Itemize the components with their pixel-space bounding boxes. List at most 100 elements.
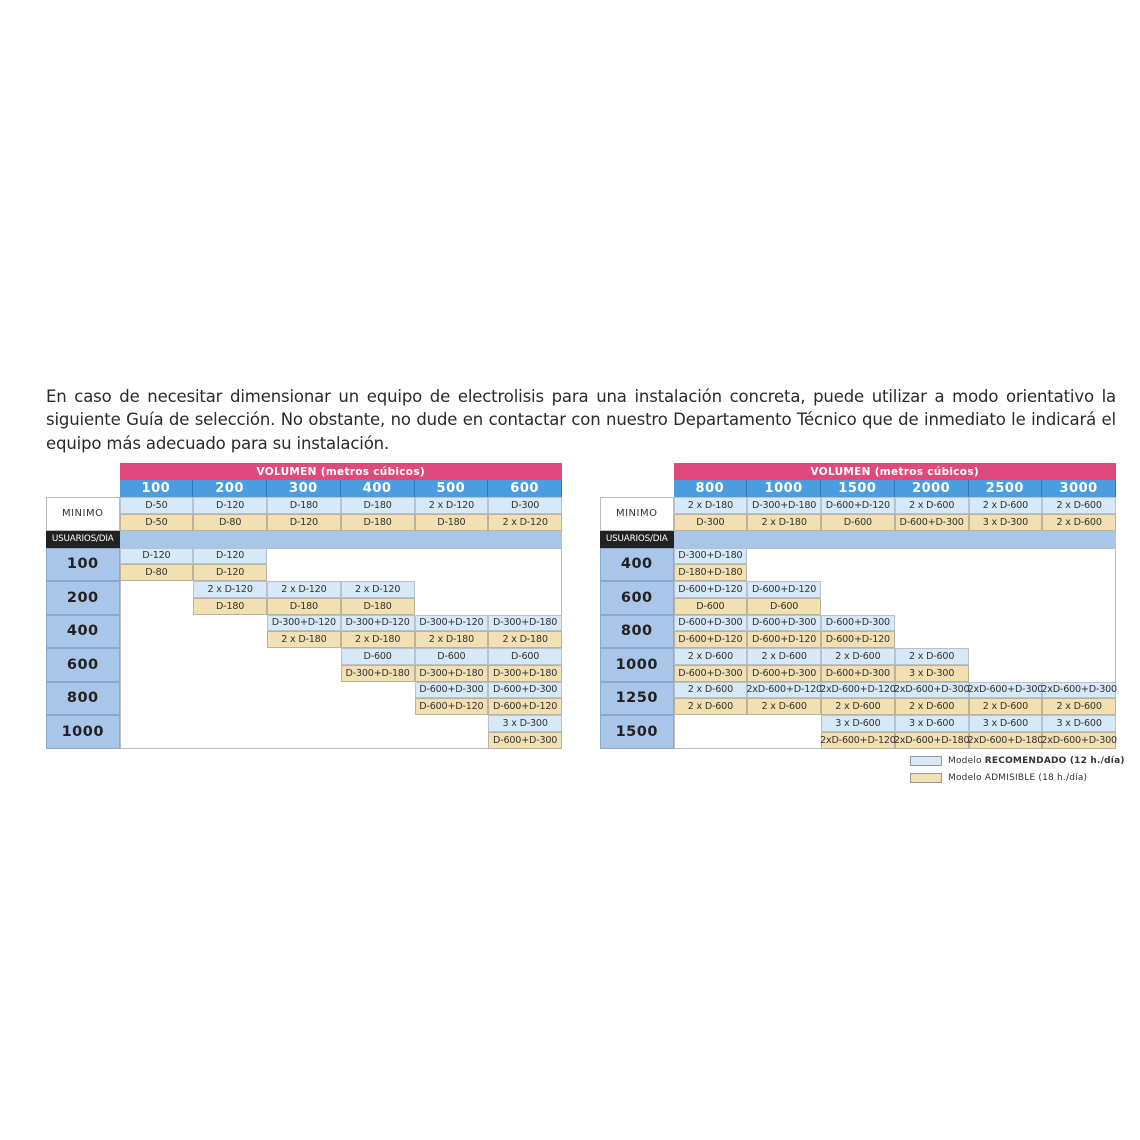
- admisible-cell: D-180+D-180: [673, 564, 748, 581]
- admisible-cell: 2 x D-600: [673, 698, 748, 715]
- column-header-100: 100: [119, 480, 194, 497]
- minimo-recomendado-cell: 2 x D-180: [673, 497, 748, 514]
- selection-table-large-volumes: VOLUMEN (metros cúbicos) 800 1000 1500 2000 2…: [600, 463, 1117, 749]
- admisible-cell: D-600+D-120: [747, 631, 821, 648]
- recomendado-cell: 2xD-600+D-300: [1041, 681, 1117, 699]
- legend-admisible: Modelo ADMISIBLE (18 h./día): [910, 773, 1087, 783]
- recomendado-cell: 3 x D-300: [488, 715, 562, 732]
- recomendado-cell: D-300+D-120: [340, 614, 415, 632]
- admisible-cell: 2 x D-600: [968, 698, 1043, 715]
- recomendado-cell: D-300+D-120: [267, 614, 341, 632]
- row-label-800: 800: [46, 681, 120, 715]
- admisible-cell: 2xD-600+D-120: [820, 731, 896, 749]
- recomendado-cell: D-300+D-180: [673, 547, 748, 565]
- minimo-recomendado-cell: D-120: [193, 497, 267, 514]
- admisible-cell: D-180: [340, 597, 415, 615]
- minimo-admisible-cell: D-120: [267, 513, 341, 531]
- minimo-recomendado-cell: D-50: [119, 497, 194, 514]
- column-header-3000: 3000: [1042, 480, 1116, 497]
- recomendado-cell: 2 x D-600: [894, 648, 969, 665]
- row-label-1000: 1000: [600, 648, 674, 682]
- row-label-1500: 1500: [600, 715, 674, 749]
- column-header-600: 600: [488, 480, 562, 497]
- minimo-recomendado-cell: D-300+D-180: [747, 497, 821, 514]
- recomendado-cell: D-120: [193, 547, 267, 565]
- admisible-cell: 2xD-600+D-300: [1041, 731, 1117, 749]
- recomendado-cell: D-600+D-300: [821, 614, 895, 632]
- column-header-2500: 2500: [968, 480, 1043, 497]
- recomendado-cell: 3 x D-600: [1042, 715, 1116, 732]
- recomendado-cell: D-600+D-300: [488, 681, 562, 699]
- admisible-cell: D-600+D-120: [414, 698, 489, 715]
- column-header-500: 500: [414, 480, 489, 497]
- usuarios-dia-bar: [119, 530, 562, 548]
- minimo-admisible-cell: D-180: [340, 513, 415, 531]
- legend-recomendado-prefix: Modelo: [948, 756, 985, 766]
- admisible-cell: 2 x D-600: [747, 698, 821, 715]
- recomendado-cell: D-600: [414, 648, 489, 665]
- recomendado-cell: D-300+D-120: [414, 614, 489, 632]
- recomendado-cell: D-120: [119, 547, 194, 565]
- recomendado-cell: 2 x D-120: [267, 581, 341, 598]
- recomendado-cell: 2 x D-600: [747, 648, 821, 665]
- legend-recomendado-bold: RECOMENDADO (12 h./día): [984, 756, 1125, 766]
- usuarios-dia-bar: [673, 530, 1116, 548]
- minimo-recomendado-cell: D-600+D-120: [821, 497, 895, 514]
- column-header-1500: 1500: [821, 480, 895, 497]
- admisible-cell: D-300+D-180: [340, 664, 415, 682]
- recomendado-cell: 2 x D-120: [340, 581, 415, 598]
- column-header-300: 300: [267, 480, 341, 497]
- minimo-recomendado-cell: D-180: [267, 497, 341, 514]
- minimo-admisible-cell: D-600+D-300: [894, 513, 969, 531]
- row-label-600: 600: [46, 648, 120, 682]
- column-header-2000: 2000: [894, 480, 969, 497]
- selection-table-small-volumes: VOLUMEN (metros cúbicos) 100 200 300 400 500 6…: [46, 463, 562, 749]
- volume-header: VOLUMEN (metros cúbicos): [119, 463, 562, 480]
- recomendado-cell: D-600+D-300: [747, 614, 821, 632]
- recomendado-cell: D-600+D-300: [414, 681, 489, 699]
- minimo-recomendado-cell: D-300: [488, 497, 562, 514]
- row-label-1250: 1250: [600, 681, 674, 715]
- column-header-800: 800: [673, 480, 748, 497]
- admisible-cell: D-600+D-120: [673, 631, 748, 648]
- volume-header: VOLUMEN (metros cúbicos): [673, 463, 1116, 480]
- legend-admisible-label: Modelo ADMISIBLE (18 h./día): [948, 773, 1088, 783]
- column-header-400: 400: [340, 480, 415, 497]
- row-label-400: 400: [600, 547, 674, 581]
- recomendado-cell: 3 x D-600: [821, 715, 895, 732]
- legend-swatch-admisible: [910, 773, 942, 783]
- minimo-recomendado-cell: 2 x D-600: [968, 497, 1043, 514]
- minimo-admisible-cell: D-50: [119, 513, 194, 531]
- recomendado-cell: D-300+D-180: [488, 614, 562, 632]
- minimo-admisible-cell: D-80: [193, 513, 267, 531]
- minimo-admisible-cell: D-600: [821, 513, 895, 531]
- legend-recomendado: Modelo RECOMENDADO (12 h./día): [910, 756, 1125, 766]
- admisible-cell: D-600+D-300: [673, 664, 748, 682]
- recomendado-cell: 2 x D-600: [821, 648, 895, 665]
- recomendado-cell: D-600+D-120: [747, 581, 821, 598]
- minimo-admisible-cell: 3 x D-300: [968, 513, 1043, 531]
- recomendado-cell: 3 x D-600: [968, 715, 1043, 732]
- recomendado-cell: 2xD-600+D-300: [968, 681, 1043, 699]
- minimo-recomendado-cell: 2 x D-120: [414, 497, 489, 514]
- row-label-1000: 1000: [46, 715, 120, 749]
- admisible-cell: 2 x D-180: [340, 631, 415, 648]
- recomendado-cell: 2xD-600+D-120: [820, 681, 896, 699]
- admisible-cell: 2 x D-600: [1042, 698, 1116, 715]
- minimo-recomendado-cell: D-180: [340, 497, 415, 514]
- admisible-cell: D-600+D-300: [488, 731, 562, 749]
- admisible-cell: D-80: [119, 564, 194, 581]
- recomendado-cell: D-600: [488, 648, 562, 665]
- usuarios-dia-label: USUARIOS/DIA: [46, 530, 120, 548]
- row-label-100: 100: [46, 547, 120, 581]
- recomendado-cell: D-600: [340, 648, 415, 665]
- minimo-recomendado-cell: 2 x D-600: [894, 497, 969, 514]
- recomendado-cell: 2 x D-600: [673, 681, 748, 699]
- minimo-label: MINIMO: [600, 497, 674, 531]
- intro-paragraph: En caso de necesitar dimensionar un equi…: [46, 386, 1116, 453]
- admisible-cell: 2xD-600+D-180: [894, 731, 970, 749]
- recomendado-cell: D-600+D-120: [673, 581, 748, 598]
- recomendado-cell: 2xD-600+D-120: [746, 681, 822, 699]
- row-label-600: 600: [600, 581, 674, 615]
- admisible-cell: D-600+D-300: [821, 664, 895, 682]
